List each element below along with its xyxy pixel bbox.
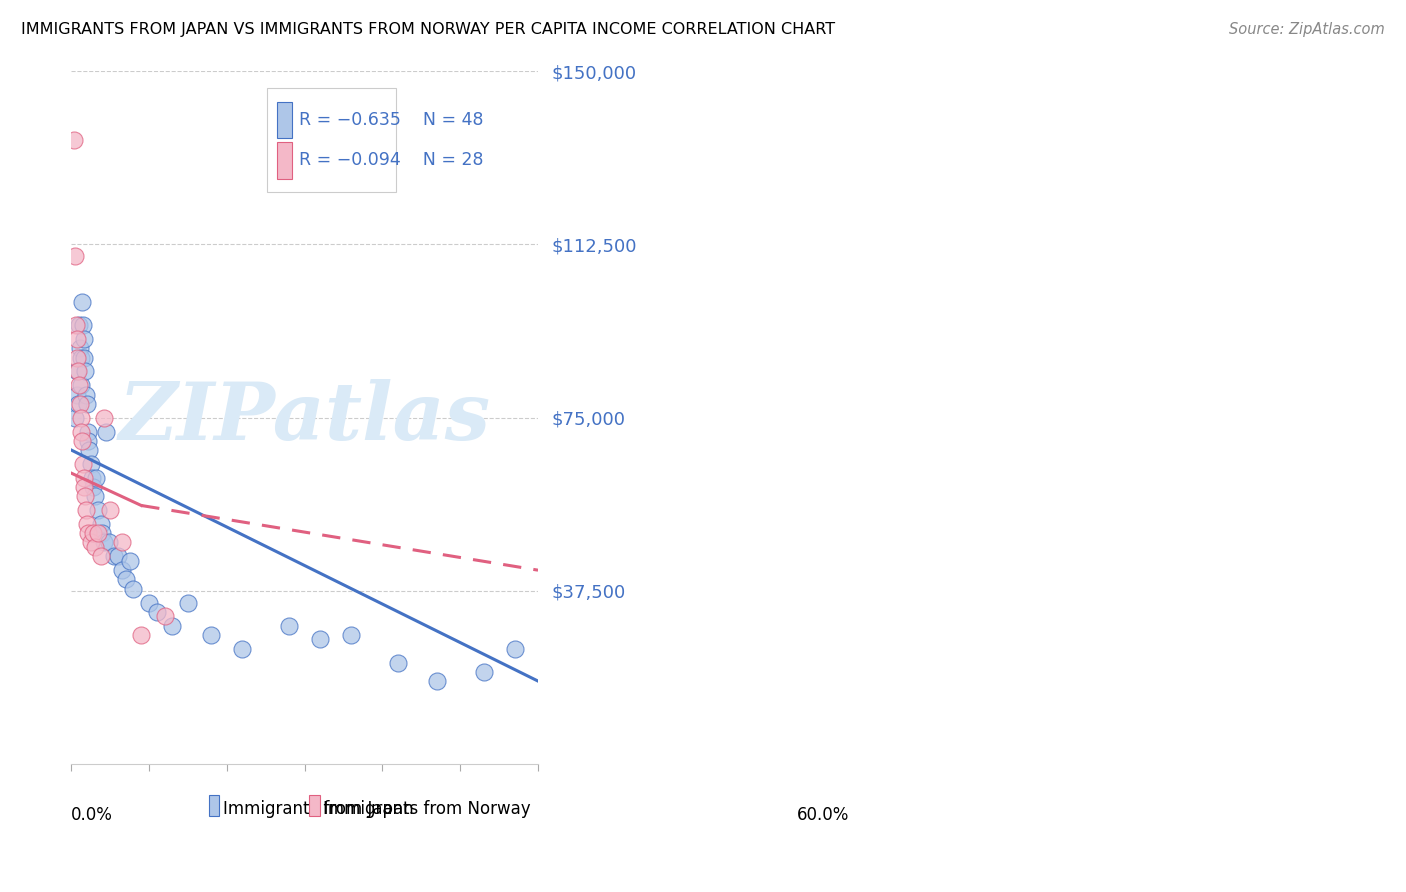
Text: 0.0%: 0.0% <box>72 805 112 824</box>
Point <box>75 489 97 503</box>
Point <box>75 364 97 378</box>
Point <box>69 410 91 425</box>
Point <box>73 480 96 494</box>
Point <box>76 516 98 531</box>
Point <box>80 535 103 549</box>
Point <box>340 628 363 642</box>
Point <box>472 665 495 679</box>
Point <box>73 471 96 485</box>
Point <box>153 609 176 624</box>
Point <box>278 618 301 632</box>
Point <box>107 549 129 564</box>
Text: Immigrants from Norway: Immigrants from Norway <box>323 800 531 818</box>
Point <box>83 489 105 503</box>
Text: R = −0.635    N = 48: R = −0.635 N = 48 <box>298 112 484 129</box>
Y-axis label: Per Capita Income: Per Capita Income <box>0 342 8 493</box>
Point <box>82 471 104 485</box>
Point <box>67 397 90 411</box>
Point <box>75 503 97 517</box>
Point <box>82 526 104 541</box>
FancyBboxPatch shape <box>209 796 219 816</box>
Point <box>69 351 91 365</box>
Point <box>387 656 409 670</box>
Point <box>75 387 97 401</box>
Point <box>69 342 91 356</box>
Point <box>77 526 100 541</box>
Point <box>426 674 449 689</box>
Point <box>70 425 93 439</box>
Point <box>66 364 89 378</box>
Point <box>65 318 87 333</box>
Point <box>90 549 112 564</box>
Point <box>98 503 121 517</box>
Point <box>103 549 125 564</box>
Point <box>73 351 96 365</box>
FancyBboxPatch shape <box>277 143 291 178</box>
Point <box>111 563 134 577</box>
Point <box>91 526 114 541</box>
Point <box>129 628 152 642</box>
Point <box>93 535 115 549</box>
Text: IMMIGRANTS FROM JAPAN VS IMMIGRANTS FROM NORWAY PER CAPITA INCOME CORRELATION CH: IMMIGRANTS FROM JAPAN VS IMMIGRANTS FROM… <box>21 22 835 37</box>
Point <box>72 457 94 471</box>
Point <box>122 582 145 596</box>
Point <box>63 249 86 263</box>
Point <box>162 618 184 632</box>
Point <box>177 595 200 609</box>
Point <box>84 471 107 485</box>
Point <box>83 540 105 554</box>
Point <box>76 397 98 411</box>
Point <box>77 434 100 448</box>
Point <box>90 516 112 531</box>
Point <box>111 535 134 549</box>
Point <box>97 535 120 549</box>
Point <box>146 605 169 619</box>
Point <box>72 318 94 333</box>
Point <box>77 443 100 458</box>
Point <box>67 364 90 378</box>
Point <box>138 595 160 609</box>
Point <box>231 641 253 656</box>
Text: 60.0%: 60.0% <box>797 805 849 824</box>
Point <box>82 480 104 494</box>
Point <box>200 628 222 642</box>
Point <box>62 133 84 147</box>
Point <box>76 425 98 439</box>
Point <box>66 332 89 346</box>
Text: Immigrants from Japan: Immigrants from Japan <box>224 800 413 818</box>
Point <box>503 641 526 656</box>
Text: Source: ZipAtlas.com: Source: ZipAtlas.com <box>1229 22 1385 37</box>
FancyBboxPatch shape <box>267 88 395 193</box>
Point <box>70 434 93 448</box>
FancyBboxPatch shape <box>309 796 319 816</box>
Point <box>67 378 90 392</box>
Point <box>80 457 103 471</box>
Point <box>67 318 90 333</box>
Point <box>87 503 110 517</box>
Point <box>63 410 86 425</box>
Point <box>66 387 89 401</box>
Text: R = −0.094    N = 28: R = −0.094 N = 28 <box>298 152 484 169</box>
Point <box>96 425 118 439</box>
Point <box>114 573 136 587</box>
Point <box>118 554 141 568</box>
Point <box>93 410 115 425</box>
Text: ZIPatlas: ZIPatlas <box>118 379 491 457</box>
Point <box>87 526 110 541</box>
Point <box>73 332 96 346</box>
Point <box>309 632 332 647</box>
Point <box>70 295 93 310</box>
Point <box>66 351 89 365</box>
Point <box>70 378 93 392</box>
FancyBboxPatch shape <box>277 103 291 138</box>
Point <box>69 397 91 411</box>
